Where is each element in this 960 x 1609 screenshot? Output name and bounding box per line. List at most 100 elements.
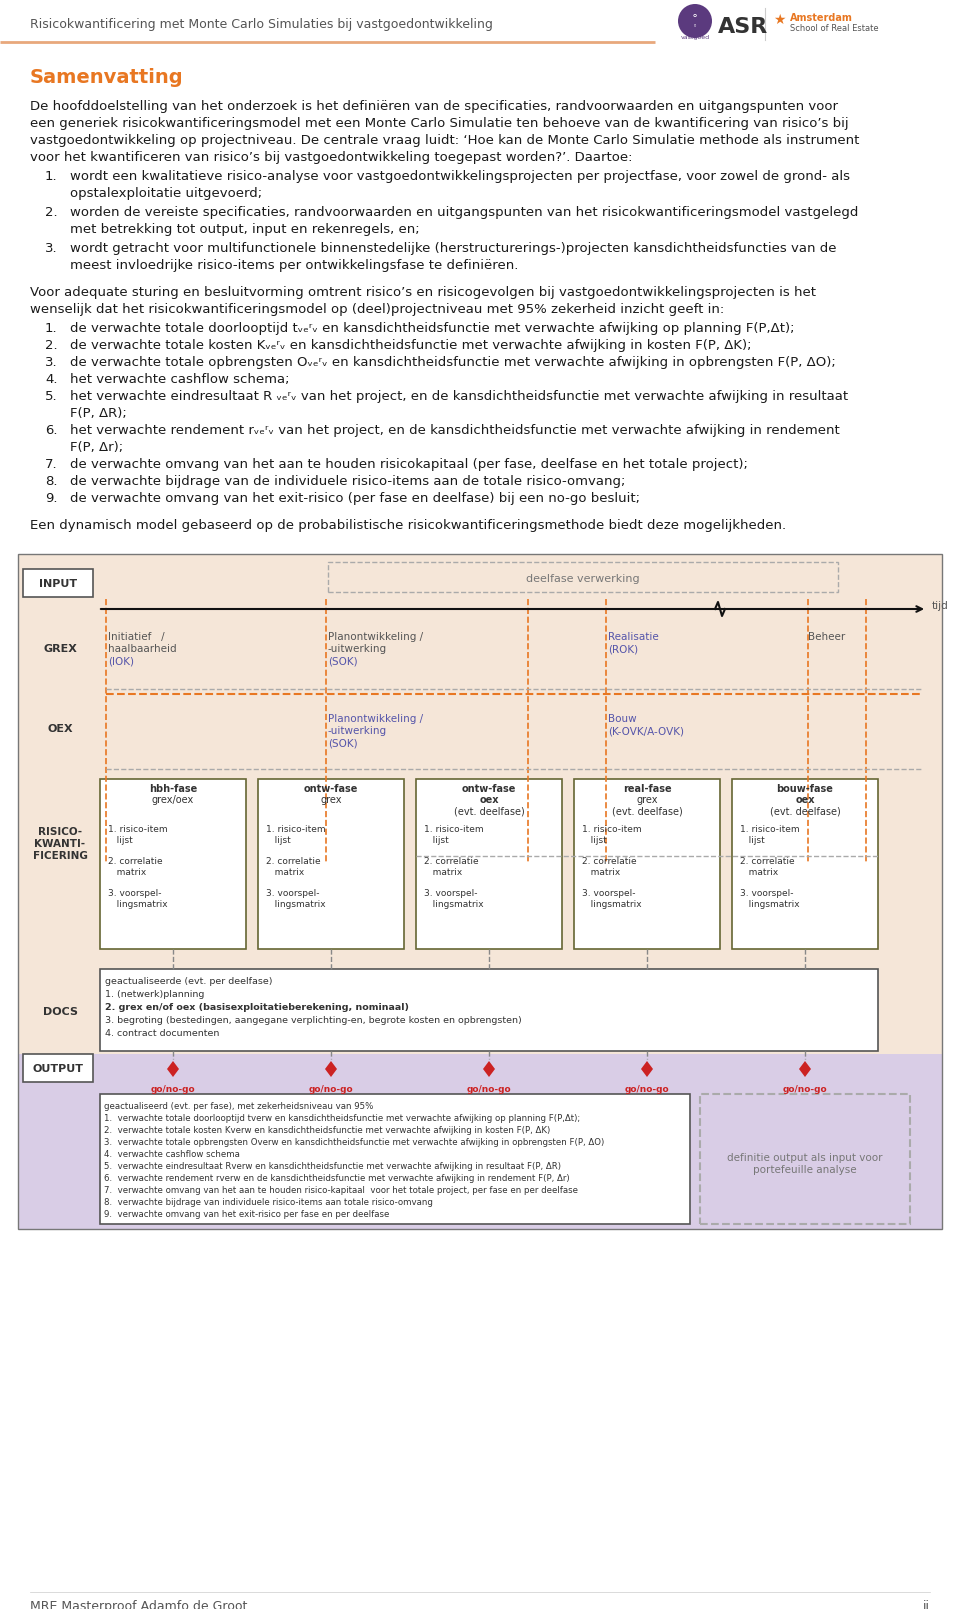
Text: OUTPUT: OUTPUT <box>33 1064 84 1073</box>
Polygon shape <box>641 1060 653 1076</box>
Text: ontw-fase: ontw-fase <box>462 784 516 793</box>
Text: 1. risico-item: 1. risico-item <box>582 824 641 833</box>
Text: het verwachte eindresultaat R ᵥₑʳᵥ van het project, en de kansdichtheidsfunctie : het verwachte eindresultaat R ᵥₑʳᵥ van h… <box>70 389 848 402</box>
Text: 3.: 3. <box>45 241 58 254</box>
Text: 1. risico-item: 1. risico-item <box>740 824 800 833</box>
Bar <box>23 570 93 597</box>
Text: 3.  verwachte totale opbrengsten Overw en kansdichtheidsfunctie met verwachte af: 3. verwachte totale opbrengsten Overw en… <box>104 1138 604 1147</box>
Text: matrix: matrix <box>108 867 146 877</box>
Text: het verwachte rendement rᵥₑʳᵥ van het project, en de kansdichtheidsfunctie met v: het verwachte rendement rᵥₑʳᵥ van het pr… <box>70 425 840 438</box>
Text: De hoofddoelstelling van het onderzoek is het definiëren van de specificaties, r: De hoofddoelstelling van het onderzoek i… <box>30 100 838 113</box>
Text: 3. voorspel-: 3. voorspel- <box>108 888 161 898</box>
Text: lingsmatrix: lingsmatrix <box>266 899 325 909</box>
Text: go/no-go: go/no-go <box>151 1084 195 1094</box>
Text: Planontwikkeling /: Planontwikkeling / <box>328 632 423 642</box>
Text: ontw-fase: ontw-fase <box>303 784 358 793</box>
Bar <box>18 1054 942 1229</box>
Text: 7.  verwachte omvang van het aan te houden risico-kapitaal  voor het totale proj: 7. verwachte omvang van het aan te houde… <box>104 1186 578 1195</box>
Text: 8.: 8. <box>45 475 58 488</box>
Bar <box>100 779 246 949</box>
Text: grex/oex: grex/oex <box>152 795 194 804</box>
Bar <box>660 0 960 42</box>
Text: -uitwerking: -uitwerking <box>328 726 387 735</box>
Text: Samenvatting: Samenvatting <box>30 68 183 87</box>
Text: OEX: OEX <box>47 724 73 734</box>
Text: het verwachte cashflow schema;: het verwachte cashflow schema; <box>70 373 290 386</box>
Text: 1.  verwachte totale doorlooptijd tverw en kansdichtheidsfunctie met verwachte a: 1. verwachte totale doorlooptijd tverw e… <box>104 1113 580 1123</box>
Bar <box>18 553 942 1229</box>
Text: lijst: lijst <box>740 835 765 845</box>
Text: lijst: lijst <box>108 835 132 845</box>
Text: opstalexploitatie uitgevoerd;: opstalexploitatie uitgevoerd; <box>70 187 262 200</box>
Text: 1.: 1. <box>45 322 58 335</box>
Text: lijst: lijst <box>424 835 448 845</box>
Text: go/no-go: go/no-go <box>782 1084 828 1094</box>
Polygon shape <box>799 1060 811 1076</box>
Text: DOCS: DOCS <box>42 1007 78 1017</box>
Text: lingsmatrix: lingsmatrix <box>424 899 484 909</box>
Bar <box>700 1094 910 1224</box>
Text: geactualiseerde (evt. per deelfase): geactualiseerde (evt. per deelfase) <box>105 977 273 986</box>
Text: vastgoed: vastgoed <box>681 35 709 40</box>
Text: 1. risico-item: 1. risico-item <box>266 824 325 833</box>
Bar <box>100 969 878 1051</box>
Text: go/no-go: go/no-go <box>467 1084 512 1094</box>
Text: Risicokwantificering met Monte Carlo Simulaties bij vastgoedontwikkeling: Risicokwantificering met Monte Carlo Sim… <box>30 18 492 31</box>
Text: met betrekking tot output, input en rekenregels, en;: met betrekking tot output, input en reke… <box>70 224 420 237</box>
Text: 9.  verwachte omvang van het exit-risico per fase en per deelfase: 9. verwachte omvang van het exit-risico … <box>104 1210 390 1220</box>
Text: go/no-go: go/no-go <box>309 1084 353 1094</box>
Text: ◦: ◦ <box>693 23 697 29</box>
Text: 2.: 2. <box>45 339 58 352</box>
Text: 2. correlatie: 2. correlatie <box>266 856 321 866</box>
Text: 3. voorspel-: 3. voorspel- <box>740 888 794 898</box>
Text: 6.  verwachte rendement rverw en de kansdichtheidsfunctie met verwachte afwijkin: 6. verwachte rendement rverw en de kansd… <box>104 1175 569 1183</box>
Text: 3. voorspel-: 3. voorspel- <box>266 888 320 898</box>
Text: -uitwerking: -uitwerking <box>328 644 387 653</box>
Text: lingsmatrix: lingsmatrix <box>108 899 168 909</box>
Text: 2.: 2. <box>45 206 58 219</box>
Text: wordt een kwalitatieve risico-analyse voor vastgoedontwikkelingsprojecten per pr: wordt een kwalitatieve risico-analyse vo… <box>70 171 850 183</box>
Text: Bouw: Bouw <box>608 714 636 724</box>
Text: 2. correlatie: 2. correlatie <box>424 856 479 866</box>
Text: Amsterdam: Amsterdam <box>790 13 852 23</box>
Bar <box>18 553 942 1229</box>
Circle shape <box>678 3 712 39</box>
Text: de verwachte omvang van het exit-risico (per fase en deelfase) bij een no-go bes: de verwachte omvang van het exit-risico … <box>70 492 640 505</box>
Text: 7.: 7. <box>45 459 58 471</box>
Text: vastgoedontwikkeling op projectniveau. De centrale vraag luidt: ‘Hoe kan de Mont: vastgoedontwikkeling op projectniveau. D… <box>30 134 859 146</box>
Text: hbh-fase: hbh-fase <box>149 784 197 793</box>
Text: haalbaarheid: haalbaarheid <box>108 644 177 653</box>
Text: (IOK): (IOK) <box>108 656 134 666</box>
Text: (K-OVK/A-OVK): (K-OVK/A-OVK) <box>608 726 684 735</box>
Text: 1. risico-item: 1. risico-item <box>424 824 484 833</box>
Text: 2. correlatie: 2. correlatie <box>740 856 795 866</box>
Text: matrix: matrix <box>582 867 620 877</box>
Text: (evt. deelfase): (evt. deelfase) <box>770 806 840 816</box>
Text: de verwachte bijdrage van de individuele risico-items aan de totale risico-omvan: de verwachte bijdrage van de individuele… <box>70 475 625 488</box>
Text: 2. grex en/of oex (basisexploitatieberekening, nominaal): 2. grex en/of oex (basisexploitatieberek… <box>105 1002 409 1012</box>
Bar <box>258 779 404 949</box>
Text: lingsmatrix: lingsmatrix <box>582 899 641 909</box>
Text: School of Real Estate: School of Real Estate <box>790 24 878 34</box>
Text: RISICO-
KWANTI-
FICERING: RISICO- KWANTI- FICERING <box>33 827 87 861</box>
Text: 5.: 5. <box>45 389 58 402</box>
Text: ⚬: ⚬ <box>691 11 699 21</box>
Text: Een dynamisch model gebaseerd op de probabilistische risicokwantificeringsmethod: Een dynamisch model gebaseerd op de prob… <box>30 520 786 533</box>
Text: 9.: 9. <box>45 492 58 505</box>
Text: F(P, ΔR);: F(P, ΔR); <box>70 407 127 420</box>
Text: GREX: GREX <box>43 644 77 653</box>
Text: (ROK): (ROK) <box>608 644 638 653</box>
Text: (SOK): (SOK) <box>328 656 358 666</box>
Text: real-fase: real-fase <box>623 784 671 793</box>
Text: wenselijk dat het risicokwantificeringsmodel op (deel)projectniveau met 95% zeke: wenselijk dat het risicokwantificeringsm… <box>30 302 724 315</box>
Text: voor het kwantificeren van risico’s bij vastgoedontwikkeling toegepast worden?’.: voor het kwantificeren van risico’s bij … <box>30 151 633 164</box>
Text: 6.: 6. <box>45 425 58 438</box>
Text: (evt. deelfase): (evt. deelfase) <box>612 806 683 816</box>
Text: definitie output als input voor
portefeuille analyse: definitie output als input voor portefeu… <box>728 1154 883 1175</box>
Text: matrix: matrix <box>740 867 779 877</box>
Text: Initiatief   /: Initiatief / <box>108 632 164 642</box>
Text: geactualiseerd (evt. per fase), met zekerheidsniveau van 95%: geactualiseerd (evt. per fase), met zeke… <box>104 1102 373 1110</box>
Text: 3. voorspel-: 3. voorspel- <box>424 888 477 898</box>
Text: bouw-fase: bouw-fase <box>777 784 833 793</box>
Polygon shape <box>167 1060 179 1076</box>
